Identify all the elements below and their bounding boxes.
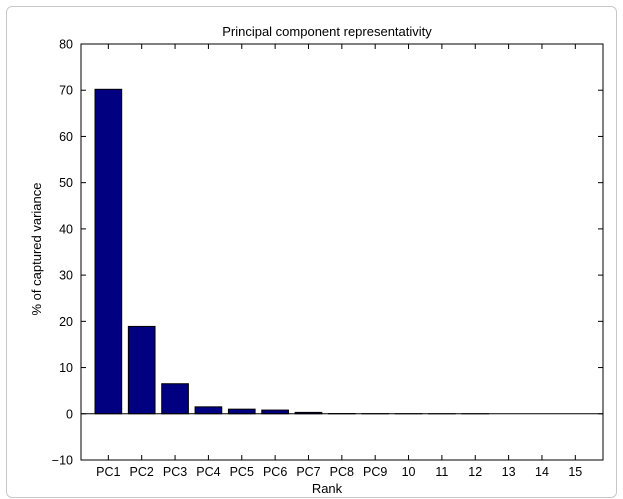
x-tick-label: 13: [502, 465, 516, 479]
bar-PC1: [94, 88, 123, 415]
x-axis: PC1 PC2 PC3 PC4 PC5 PC6 PC7 PC8 PC9 10 11 12 13 14 15: [96, 44, 582, 479]
x-tick-label: 10: [402, 465, 416, 479]
plot-area-box: [80, 43, 604, 461]
y-tick-label: 10: [59, 361, 73, 375]
y-tick-label: 0: [66, 407, 73, 421]
y-tick-label: 20: [59, 315, 73, 329]
x-tick-label: PC5: [230, 465, 254, 479]
bar-PC5: [227, 408, 256, 415]
x-tick-label: PC6: [263, 465, 287, 479]
x-tick-label: PC4: [196, 465, 220, 479]
x-tick-label: PC9: [363, 465, 387, 479]
x-tick-label: PC7: [296, 465, 320, 479]
y-axis: −10 0 10 20 30 40 50 60 70 80: [52, 38, 603, 468]
y-tick-label: 60: [59, 130, 73, 144]
x-tick-label: 11: [435, 465, 448, 479]
x-tick-label: PC1: [96, 465, 120, 479]
x-tick-label: 15: [568, 465, 582, 479]
x-tick-label: PC2: [130, 465, 154, 479]
bar-PC3: [161, 383, 189, 415]
x-tick-label: 12: [468, 465, 482, 479]
y-tick-label: 70: [59, 84, 73, 98]
chart-title: Principal component representativity: [222, 24, 432, 39]
y-tick-label: 40: [59, 222, 73, 236]
x-tick-label: 14: [535, 465, 549, 479]
y-tick-label: −10: [52, 454, 73, 468]
bar-PC6: [261, 409, 289, 415]
bar-PC2: [127, 325, 156, 415]
bar-PC4: [194, 406, 223, 415]
x-tick-label: PC3: [163, 465, 187, 479]
y-tick-label: 80: [59, 38, 73, 52]
bars-group: [94, 88, 490, 415]
y-tick-label: 30: [59, 269, 73, 283]
x-axis-label: Rank: [312, 481, 343, 496]
y-axis-label: % of captured variance: [29, 183, 44, 316]
x-tick-label: PC8: [330, 465, 354, 479]
y-tick-label: 50: [59, 176, 73, 190]
